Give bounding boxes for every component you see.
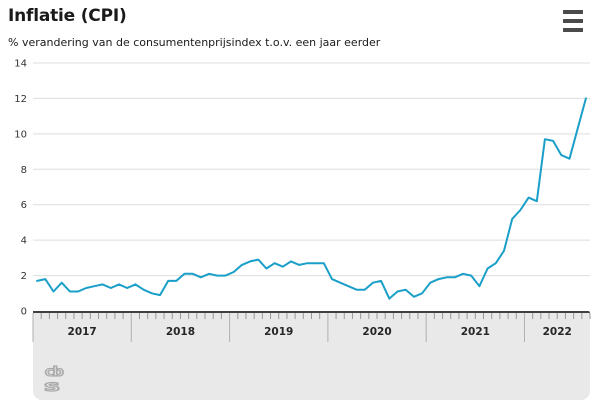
y-axis-tick-label: 10 (14, 129, 27, 140)
y-axis-tick-label: 8 (21, 165, 27, 176)
chart-subtitle: % verandering van de consumentenprijsind… (8, 36, 381, 49)
y-axis-tick-label: 14 (14, 59, 27, 70)
inflation-line (36, 97, 587, 300)
y-axis-tick-label: 12 (14, 94, 27, 105)
chart-title: Inflatie (CPI) (8, 6, 127, 26)
x-axis-panel: cb s (33, 311, 590, 400)
y-axis-tick-label: 2 (21, 271, 27, 282)
y-axis-tick-label: 4 (21, 236, 27, 247)
svg-text:cb: cb (44, 365, 64, 380)
chart-menu-button[interactable] (563, 10, 585, 32)
hamburger-menu-icon (563, 28, 583, 32)
y-axis-tick-label: 6 (21, 200, 27, 211)
y-axis-tick-label: 0 (21, 307, 27, 318)
hamburger-menu-icon (563, 19, 583, 23)
hamburger-menu-icon (563, 10, 583, 14)
cbs-logo: cb s (42, 364, 64, 393)
svg-text:s: s (43, 377, 61, 393)
